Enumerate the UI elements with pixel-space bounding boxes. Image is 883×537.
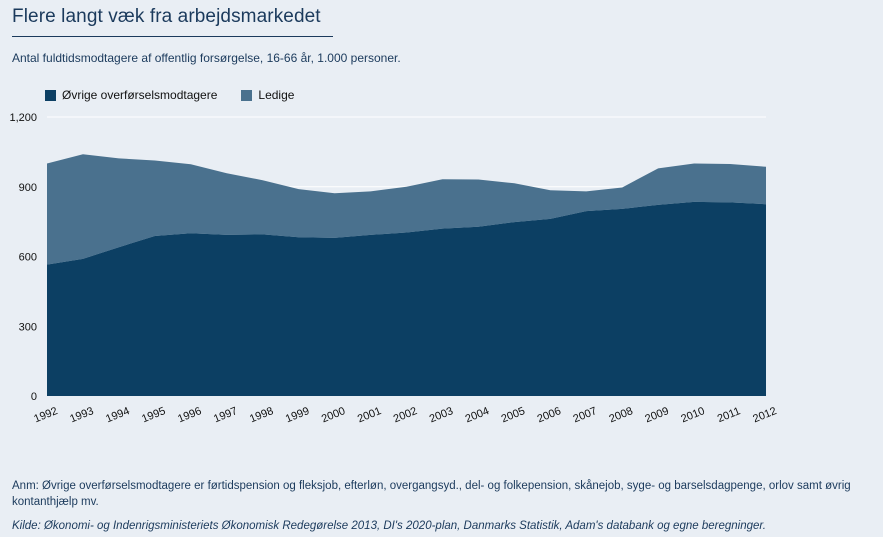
y-tick-label-1: 300 [19, 321, 37, 333]
legend-item-ovrige: Øvrige overførselsmodtagere [45, 88, 217, 102]
legend-swatch-ledige [241, 89, 253, 101]
chart-subtitle: Antal fuldtidsmodtagere af offentlig for… [12, 51, 401, 65]
x-tick-label-2005: 2005 [500, 405, 527, 425]
x-tick-label-2001: 2001 [356, 405, 383, 425]
x-tick-label-1998: 1998 [248, 405, 275, 425]
x-tick-label-1997: 1997 [212, 405, 239, 425]
legend-item-ledige: Ledige [241, 88, 294, 102]
x-tick-label-2007: 2007 [572, 405, 599, 425]
x-tick-label-2004: 2004 [464, 405, 491, 425]
x-tick-label-2009: 2009 [643, 405, 670, 425]
x-tick-label-2010: 2010 [679, 405, 706, 425]
x-tick-label-1992: 1992 [32, 405, 59, 425]
series-area-ovrige [47, 201, 766, 396]
x-tick-label-2006: 2006 [536, 405, 563, 425]
legend-label-ovrige: Øvrige overførselsmodtagere [62, 88, 218, 102]
y-tick-label-3: 900 [19, 182, 37, 194]
y-tick-label-2: 600 [19, 252, 37, 264]
series-area-ledige [47, 154, 766, 265]
stacked-area-chart: 0 300 600 900 1,200 1992 1993 1994 1995 1996 1997 1… [9, 112, 778, 425]
x-tick-label-2012: 2012 [751, 405, 778, 425]
x-tick-label-2002: 2002 [392, 405, 419, 425]
x-tick-label-1995: 1995 [140, 405, 167, 425]
x-tick-label-2008: 2008 [607, 405, 634, 425]
chart-legend: Øvrige overførselsmodtagere Ledige [45, 88, 318, 102]
x-tick-label-1996: 1996 [176, 405, 203, 425]
x-tick-label-1999: 1999 [284, 405, 311, 425]
chart-source: Kilde: Økonomi- og Indenrigsministeriets… [12, 520, 766, 532]
chart-title: Flere langt væk fra arbejdsmarkedet [12, 6, 321, 27]
y-tick-label-4: 1,200 [9, 112, 37, 124]
legend-swatch-ovrige [45, 89, 56, 101]
x-tick-label-1993: 1993 [68, 405, 95, 425]
x-tick-label-2003: 2003 [428, 405, 455, 425]
chart-note: Anm: Øvrige overførselsmodtagere er ført… [12, 480, 851, 508]
y-tick-label-0: 0 [31, 391, 37, 403]
legend-label-ledige: Ledige [258, 88, 295, 102]
x-tick-label-1994: 1994 [104, 405, 131, 425]
x-tick-label-2000: 2000 [320, 405, 347, 425]
title-underline [12, 36, 333, 37]
x-tick-label-2011: 2011 [716, 405, 742, 425]
